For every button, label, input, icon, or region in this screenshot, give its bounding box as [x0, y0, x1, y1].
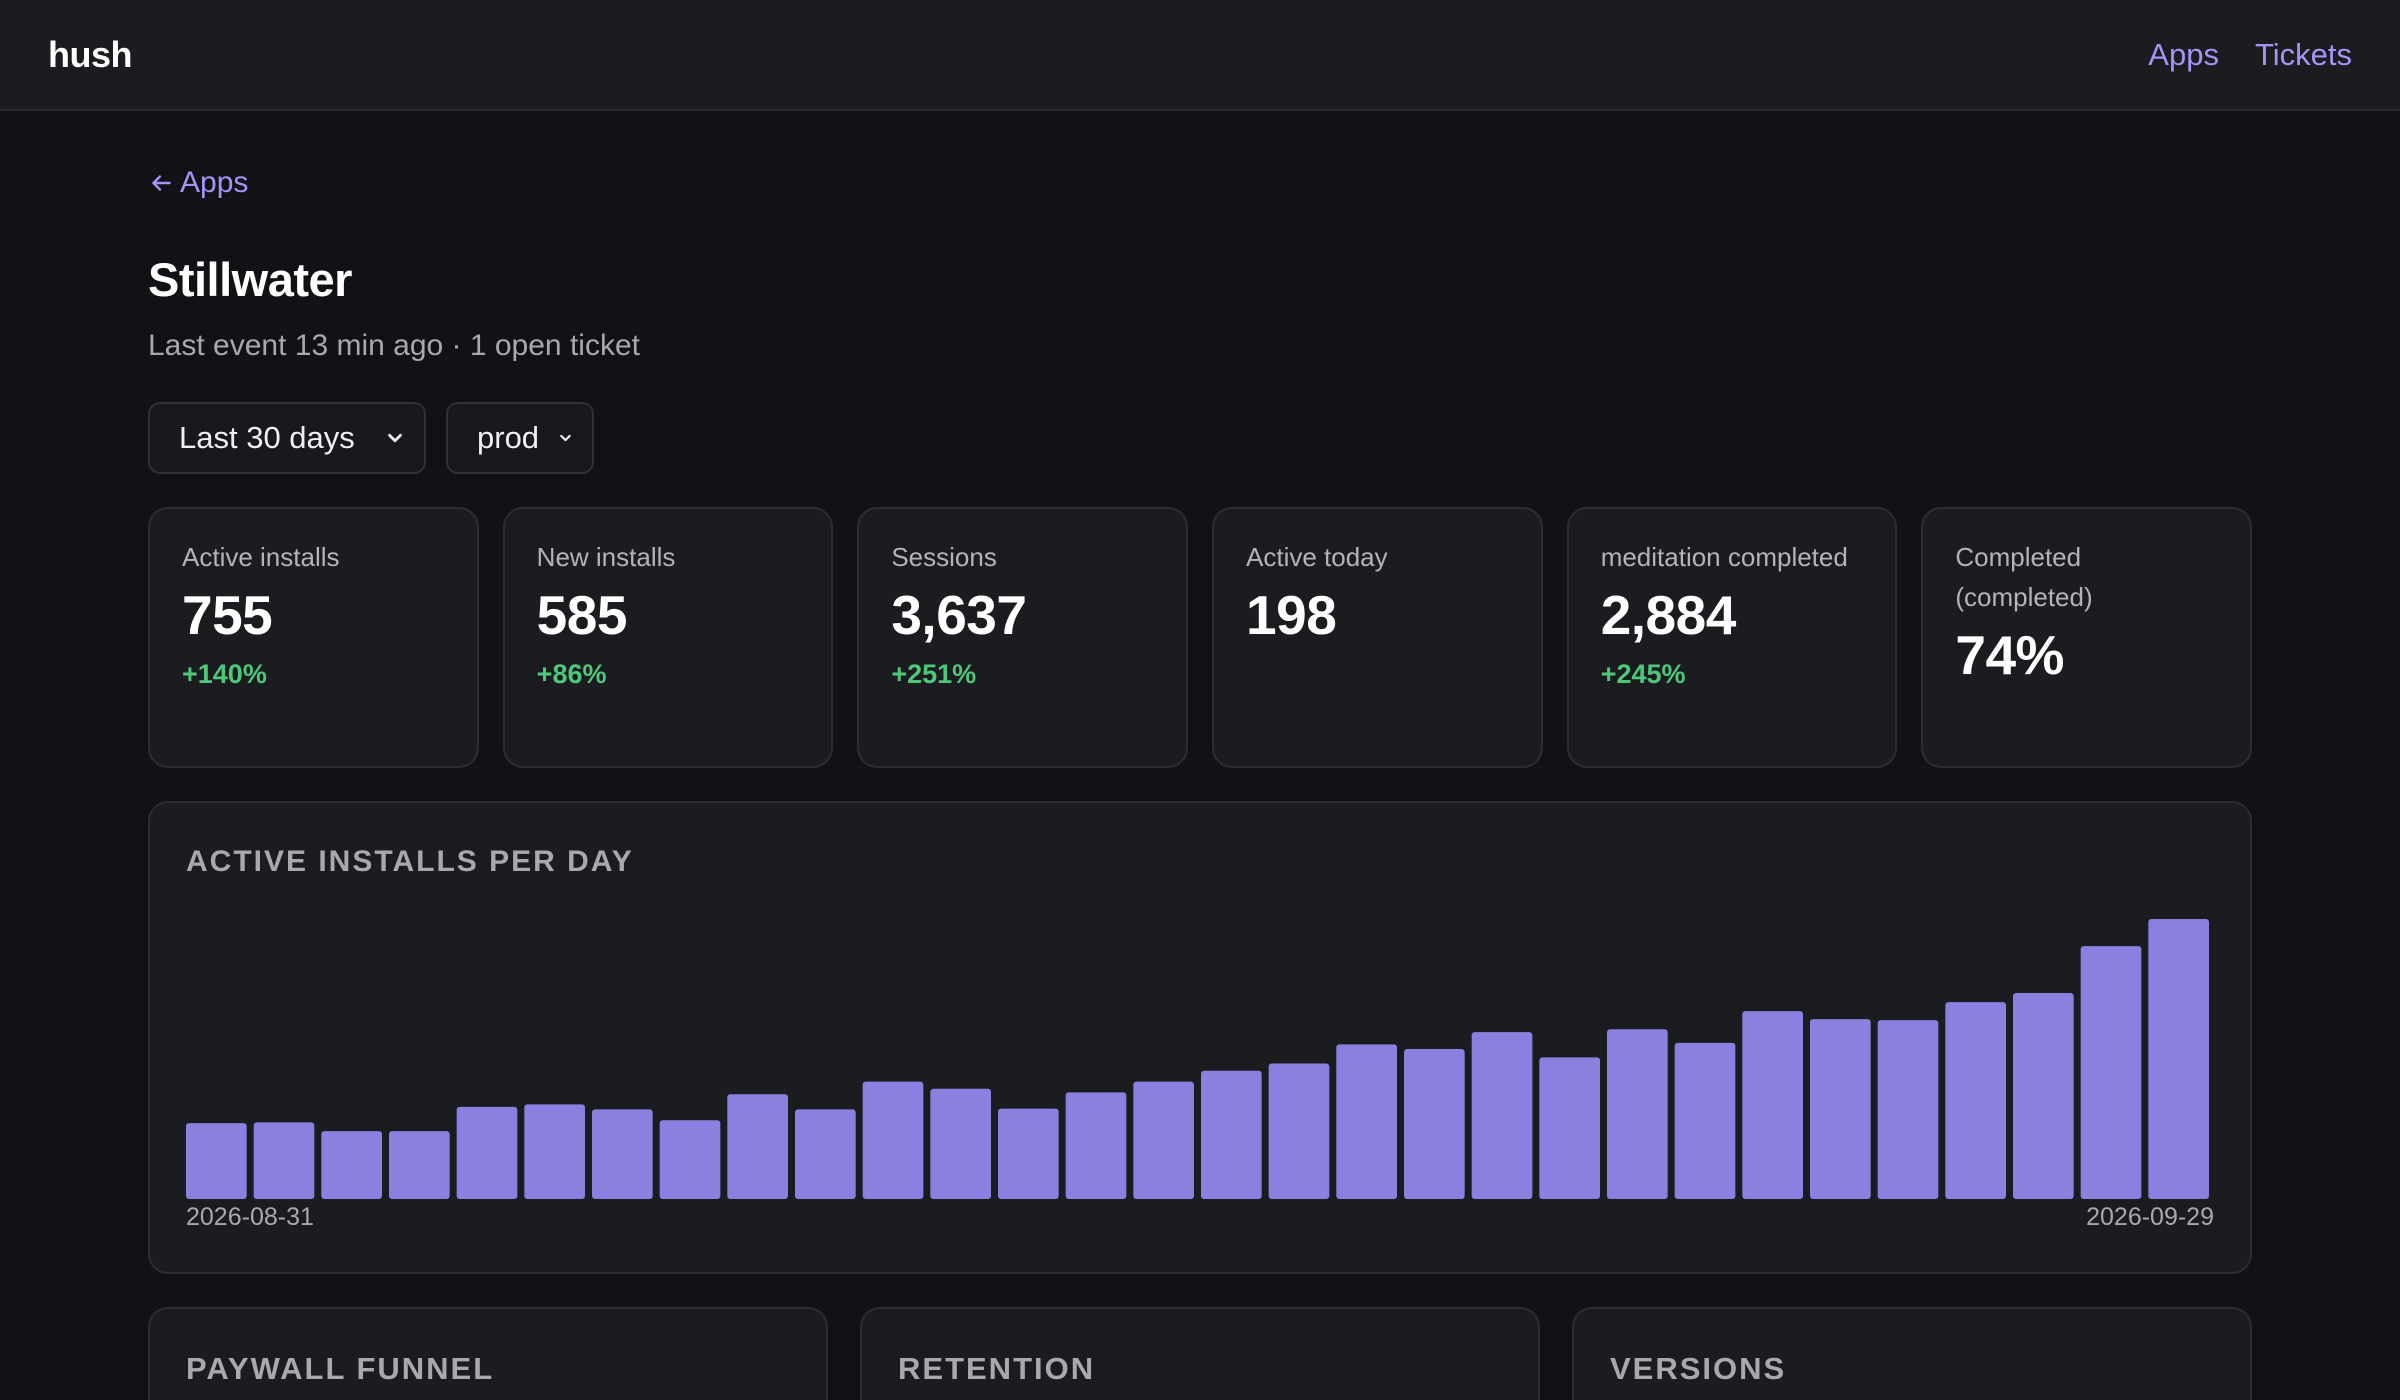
- stat-value: 198: [1246, 584, 1337, 646]
- arrow-left-icon: [152, 175, 171, 191]
- chart-bar: [321, 1131, 382, 1199]
- stat-delta: +251%: [891, 659, 977, 689]
- chart-bar: [862, 1081, 924, 1199]
- stats-row: Active installs 755 +140% New installs 5…: [148, 507, 2253, 768]
- brand-logo[interactable]: hush: [48, 33, 133, 75]
- nav-tickets-link[interactable]: Tickets: [2254, 36, 2352, 72]
- stat-card-new-installs: New installs 585 +86%: [502, 507, 834, 768]
- paywall-funnel-panel: PAYWALL FUNNEL: [148, 1307, 828, 1400]
- main-content: Apps Stillwater Last event 13 min ago · …: [0, 111, 2400, 1400]
- stat-card-completion-rate: Completed (completed) 74%: [1921, 507, 2253, 768]
- back-to-apps-link[interactable]: Apps: [148, 166, 248, 200]
- chart-bar: [727, 1094, 788, 1199]
- chart-bar: [253, 1122, 315, 1199]
- date-range-select[interactable]: Last 30 days: [148, 402, 426, 474]
- stat-card-meditation-completed: meditation completed 2,884 +245%: [1566, 507, 1898, 768]
- chart-bar: [524, 1104, 585, 1199]
- chart-bar: [1539, 1057, 1600, 1199]
- page-title: Stillwater: [148, 253, 352, 306]
- chart-bar: [930, 1088, 991, 1199]
- stat-value: 74%: [1955, 624, 2064, 686]
- chart-bar: [1336, 1044, 1397, 1199]
- chart-bar: [1877, 1020, 1939, 1199]
- filters-bar: Last 30 days prod: [148, 402, 2252, 474]
- stat-card-active-today: Active today 198: [1212, 507, 1543, 768]
- chart-bar: [2148, 919, 2209, 1199]
- bottom-panels: PAYWALL FUNNEL RETENTION VERSIONS: [148, 1307, 2252, 1400]
- panel-title: VERSIONS: [1610, 1351, 1787, 1386]
- chart-bar: [1065, 1092, 1127, 1199]
- chart-bar: [1607, 1029, 1668, 1199]
- x-axis-end-label: 2026-09-29: [2086, 1203, 2214, 1231]
- nav-apps-link[interactable]: Apps: [2148, 36, 2219, 72]
- panel-title: PAYWALL FUNNEL: [186, 1351, 495, 1386]
- chart-bar: [1945, 1002, 2006, 1199]
- top-nav: Apps Tickets: [2148, 37, 2352, 73]
- versions-panel: VERSIONS: [1572, 1307, 2252, 1400]
- stat-label: New installs: [536, 542, 676, 572]
- date-range-value: Last 30 days: [179, 420, 355, 455]
- stat-card-sessions: Sessions 3,637 +251%: [857, 507, 1189, 768]
- active-installs-chart-panel: ACTIVE INSTALLS PER DAY 2026-08-31 2026-…: [148, 801, 2252, 1274]
- chart-bar: [1268, 1063, 1330, 1199]
- chart-bar: [659, 1120, 721, 1199]
- retention-panel: RETENTION: [860, 1307, 1540, 1400]
- chart-title: ACTIVE INSTALLS PER DAY: [186, 845, 634, 878]
- chart-bar: [795, 1109, 856, 1199]
- page-subtitle: Last event 13 min ago · 1 open ticket: [148, 329, 640, 362]
- stat-label: Active installs: [182, 542, 340, 572]
- chart-bar: [1133, 1081, 1194, 1199]
- stat-value: 2,884: [1600, 584, 1737, 646]
- stat-label: Active today: [1246, 542, 1388, 572]
- active-installs-bar-chart: [186, 919, 2209, 1199]
- stat-label: meditation completed: [1600, 542, 1848, 572]
- environment-value: prod: [477, 420, 540, 455]
- panel-title: RETENTION: [898, 1351, 1096, 1386]
- chart-bar: [1471, 1032, 1533, 1199]
- top-bar: hush Apps Tickets: [0, 0, 2400, 111]
- back-link-label: Apps: [180, 166, 249, 199]
- chart-bar: [1674, 1042, 1736, 1199]
- stat-value: 3,637: [891, 584, 1027, 646]
- stat-delta: +140%: [182, 659, 267, 689]
- stat-value: 585: [536, 584, 628, 646]
- chart-bar: [456, 1106, 518, 1199]
- environment-select[interactable]: prod: [446, 402, 594, 474]
- stat-value: 755: [182, 584, 273, 646]
- chart-bar: [1810, 1019, 1871, 1199]
- stat-delta: +86%: [536, 659, 607, 689]
- chart-bar: [1404, 1049, 1465, 1199]
- chart-bar: [592, 1109, 653, 1199]
- x-axis-start-label: 2026-08-31: [186, 1203, 314, 1231]
- stat-label: Completed (completed): [1955, 542, 2093, 612]
- stat-card-active-installs: Active installs 755 +140%: [148, 507, 479, 768]
- chart-bar: [2013, 993, 2074, 1199]
- chart-bar: [1201, 1070, 1262, 1199]
- chart-bar: [389, 1131, 450, 1199]
- chart-bar: [186, 1123, 247, 1199]
- stat-delta: +245%: [1600, 659, 1686, 689]
- chart-bar: [1742, 1011, 1803, 1199]
- chevron-down-icon: [560, 434, 571, 442]
- stat-label: Sessions: [891, 542, 997, 572]
- chevron-down-icon: [388, 433, 402, 443]
- chart-bar: [998, 1108, 1059, 1199]
- chart-bar: [2080, 946, 2142, 1199]
